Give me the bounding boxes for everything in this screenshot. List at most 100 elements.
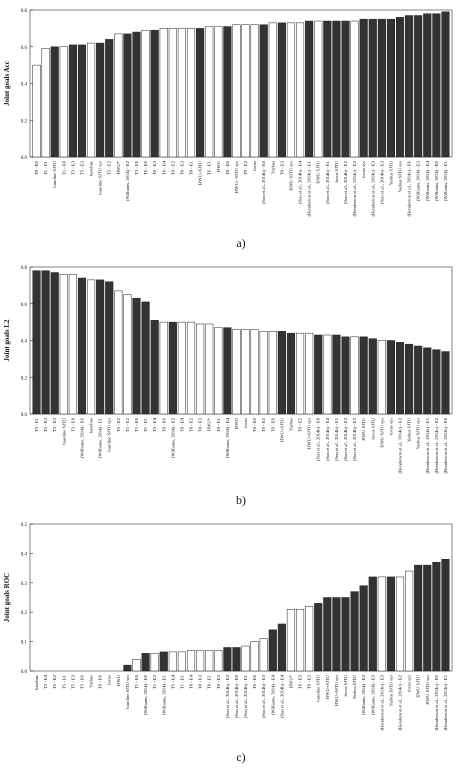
- bar: [168, 28, 177, 158]
- bar: [368, 338, 377, 415]
- x-tick-label: (Sun et al., 2014b) - E1: [325, 160, 331, 204]
- x-tick-label: T9 - E0: [98, 674, 103, 689]
- x-tick-label: T1 - E1: [43, 160, 48, 175]
- bar: [159, 651, 168, 672]
- y-tick-label: 0.3: [21, 582, 28, 587]
- bar: [286, 609, 296, 672]
- x-tick-label: (Williams, 2014) - E0: [79, 417, 85, 458]
- bar: [223, 647, 232, 672]
- x-tick-label: focus: [252, 161, 257, 171]
- x-tick-label: T9 - E0: [34, 160, 39, 175]
- bar: [123, 294, 132, 415]
- bar: [41, 48, 50, 158]
- x-tick-label: Yarbus SJTU: [388, 160, 393, 185]
- bar: [68, 44, 77, 158]
- x-tick-label: HWU SJTU: [316, 160, 321, 183]
- bar: [32, 270, 41, 415]
- bar: [432, 561, 441, 672]
- x-tick-label: T1 - E2: [125, 417, 130, 432]
- x-tick-label: (Henderson et al., 2014c) - E1: [425, 417, 431, 473]
- x-tick-label: focus SJTU: [370, 417, 375, 439]
- bar: [305, 332, 314, 415]
- bar: [405, 570, 414, 672]
- bar: [341, 597, 350, 672]
- x-tick-label: HWU+SJTU: [279, 417, 284, 442]
- bar: [414, 564, 423, 672]
- x-tick-label: baseline SJTU: [61, 417, 66, 444]
- x-tick-label: (Williams, 2014) - E4: [225, 417, 231, 458]
- y-tick-label: 0.0: [21, 413, 28, 418]
- y-tick-label: 0.5: [21, 523, 28, 528]
- x-tick-label: baseline: [89, 161, 94, 176]
- bar: [268, 22, 277, 158]
- x-tick-label: T8 - E1: [216, 417, 221, 432]
- y-tick-label: 0.4: [21, 552, 28, 557]
- bar: [359, 336, 368, 415]
- bar: [441, 351, 450, 415]
- x-tick-label: (Williams, 2014) - E2: [125, 160, 131, 201]
- x-tick-label: T6 - E1: [207, 160, 212, 175]
- bar: [214, 650, 223, 672]
- bar: [50, 272, 59, 415]
- bar: [259, 24, 268, 158]
- x-tick-label: T6 - E3: [298, 674, 303, 689]
- bar: [205, 650, 214, 672]
- bar: [286, 332, 296, 415]
- bar: [150, 29, 159, 158]
- x-tick-label: HWU SJTU sys: [425, 675, 430, 705]
- bar: [150, 320, 159, 415]
- x-tick-label: T8 - E3: [198, 417, 203, 432]
- x-tick-label: (Williams, 2014) - E1: [443, 160, 449, 201]
- x-tick-label: T8 - E2: [170, 160, 175, 175]
- x-tick-label: HWU+SJTU: [198, 160, 203, 185]
- x-tick-label: HWU SJTU sys: [288, 161, 293, 191]
- x-tick-label: T8 - E0: [225, 160, 230, 175]
- bar: [268, 331, 277, 415]
- bar: [150, 653, 159, 672]
- bar: [377, 18, 386, 158]
- x-tick-label: (Sun et al., 2014b) - E3: [261, 674, 267, 718]
- x-tick-label: HWU: [216, 160, 221, 172]
- x-tick-label: Yarbus SJTU: [352, 674, 357, 699]
- x-tick-label: HWU: [234, 417, 239, 429]
- y-tick-label: 0.2: [21, 611, 28, 616]
- bar: [96, 279, 105, 415]
- x-tick-label: (Sun et al., 2014b) - E0: [261, 160, 267, 204]
- bar: [332, 334, 341, 415]
- bar: [386, 18, 396, 158]
- x-tick-label: (Sun et al., 2014b) - E2: [225, 674, 231, 718]
- bar: [341, 20, 350, 158]
- bar: [132, 297, 141, 415]
- y-tick-label: 0.2: [21, 376, 28, 381]
- bar: [323, 20, 332, 158]
- x-tick-label: Yarbus: [89, 675, 94, 688]
- x-tick-label: T5 - E3: [70, 674, 75, 689]
- bar: [423, 564, 432, 672]
- x-tick-label: focus SJTU: [343, 674, 348, 696]
- bar: [405, 343, 414, 415]
- x-tick-label: (Williams, 2014) - E4: [425, 160, 431, 201]
- bar: [295, 332, 305, 415]
- x-tick-label: (Williams, 2014) - E1: [161, 674, 167, 715]
- bar: [350, 591, 359, 672]
- bar: [314, 334, 323, 415]
- x-tick-label: (Henderson et al., 2014c) - E2: [398, 674, 404, 730]
- bar: [314, 20, 323, 158]
- bar: [214, 327, 223, 415]
- x-tick-label: baseline SJTU sys: [107, 418, 112, 452]
- bar: [50, 46, 59, 158]
- x-tick-label: T9 - E3: [216, 674, 221, 689]
- x-tick-label: T9 - E2: [298, 417, 303, 432]
- bar: [332, 20, 341, 158]
- x-tick-label: (Henderson et al., 2014c) - E0: [434, 674, 440, 730]
- x-tick-label: T1 - E0: [61, 160, 66, 175]
- x-tick-label: (Williams, 2014) - E2: [361, 674, 367, 715]
- x-tick-label: T5 - E3: [79, 160, 84, 175]
- bar: [414, 345, 423, 415]
- x-tick-label: baseline SJTU: [316, 674, 321, 701]
- x-tick-label: Yarbus: [288, 418, 293, 431]
- x-tick-label: (Williams, 2014) - E3: [416, 160, 422, 201]
- x-tick-label: T3 - E0: [70, 417, 75, 432]
- bar: [168, 321, 177, 415]
- bar: [332, 597, 341, 672]
